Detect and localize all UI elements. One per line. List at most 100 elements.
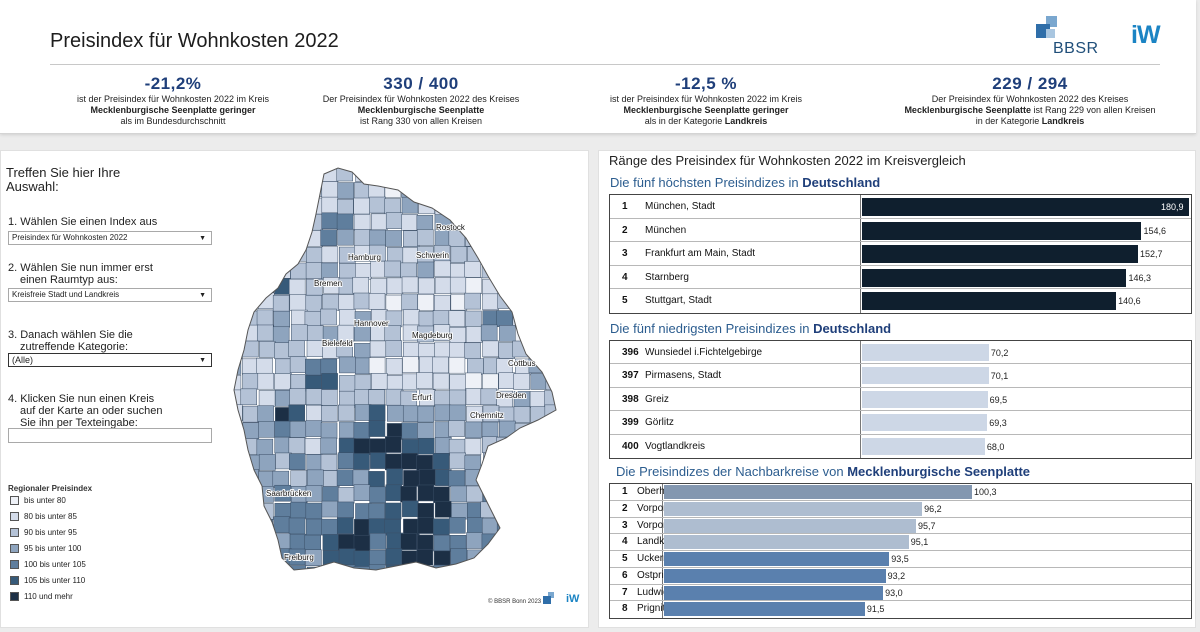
map-district[interactable]: [370, 166, 388, 182]
map-district[interactable]: [514, 294, 532, 312]
map-district[interactable]: [449, 183, 466, 200]
map-district[interactable]: [497, 244, 514, 262]
map-district[interactable]: [400, 485, 417, 503]
map-district[interactable]: [434, 181, 451, 199]
ranking-row[interactable]: 6Ostprignitz-Ruppin93,2: [610, 568, 1191, 585]
map-district[interactable]: [531, 342, 548, 359]
map-district[interactable]: [513, 260, 530, 278]
map-district[interactable]: [337, 501, 354, 519]
map-district[interactable]: [368, 389, 385, 406]
map-district[interactable]: [371, 373, 388, 390]
map-district[interactable]: [370, 452, 387, 469]
map-district[interactable]: [450, 548, 467, 565]
map-district[interactable]: [339, 390, 356, 408]
map-district[interactable]: [480, 324, 498, 342]
map-district[interactable]: [450, 293, 468, 311]
map-district[interactable]: [338, 294, 355, 311]
map-district[interactable]: [531, 548, 548, 566]
map-district[interactable]: [563, 199, 566, 215]
map-district[interactable]: [449, 452, 466, 470]
map-district[interactable]: [307, 469, 324, 487]
map-district[interactable]: [402, 405, 420, 423]
map-district[interactable]: [258, 341, 276, 358]
map-district[interactable]: [449, 342, 466, 359]
map-district[interactable]: [290, 180, 307, 198]
map-district[interactable]: [418, 311, 436, 328]
map-district[interactable]: [368, 420, 386, 437]
map-district[interactable]: [561, 295, 566, 311]
map-district[interactable]: [320, 308, 337, 326]
map-district[interactable]: [512, 197, 530, 215]
map-district[interactable]: [512, 230, 530, 248]
map-district[interactable]: [320, 358, 338, 376]
map-district[interactable]: [401, 293, 418, 311]
map-district[interactable]: [226, 374, 242, 392]
map-district[interactable]: [418, 469, 436, 486]
map-district[interactable]: [226, 310, 243, 328]
map-district[interactable]: [305, 485, 323, 502]
map-district[interactable]: [368, 471, 385, 488]
map-district[interactable]: [338, 548, 356, 565]
map-district[interactable]: [546, 438, 563, 455]
map-district[interactable]: [240, 292, 258, 310]
map-district[interactable]: [561, 246, 566, 262]
map-district[interactable]: [401, 422, 419, 439]
map-district[interactable]: [546, 262, 562, 280]
map-district[interactable]: [434, 260, 451, 278]
map-district[interactable]: [432, 453, 450, 470]
map-district[interactable]: [545, 373, 562, 390]
ranking-row[interactable]: 1 München, Stadt 180,9: [610, 195, 1191, 219]
map-district[interactable]: [274, 262, 291, 279]
map-district[interactable]: [354, 389, 371, 406]
map-district[interactable]: [257, 228, 274, 246]
map-district[interactable]: [321, 518, 338, 536]
map-district[interactable]: [545, 311, 562, 328]
ranking-row[interactable]: 2Vorpommern-Greifswald96,2: [610, 501, 1191, 518]
map-district[interactable]: [321, 389, 338, 406]
map-district[interactable]: [322, 294, 339, 311]
map-district[interactable]: [545, 517, 562, 534]
map-district[interactable]: [449, 517, 466, 534]
map-district[interactable]: [369, 564, 386, 581]
map-district[interactable]: [256, 198, 274, 215]
map-district[interactable]: [241, 278, 258, 296]
map-district[interactable]: [434, 404, 452, 422]
map-district[interactable]: [257, 503, 274, 520]
map-district[interactable]: [464, 292, 482, 310]
map-district[interactable]: [385, 453, 402, 471]
ranking-row[interactable]: 398 Greiz 69,5: [610, 388, 1191, 412]
map-district[interactable]: [562, 566, 566, 582]
map-district[interactable]: [242, 197, 260, 215]
map-district[interactable]: [226, 550, 241, 568]
map-district[interactable]: [226, 213, 243, 230]
map-district[interactable]: [226, 183, 242, 200]
map-district[interactable]: [496, 548, 514, 566]
map-district[interactable]: [528, 167, 545, 183]
map-district[interactable]: [402, 373, 419, 391]
map-district[interactable]: [288, 340, 305, 357]
map-district[interactable]: [339, 263, 356, 280]
map-district[interactable]: [432, 372, 450, 390]
map-district[interactable]: [256, 261, 274, 279]
map-district[interactable]: [513, 373, 530, 390]
map-district[interactable]: [385, 294, 403, 312]
map-district[interactable]: [338, 438, 356, 455]
map-district[interactable]: [275, 358, 292, 376]
map-district[interactable]: [256, 357, 273, 375]
map-district[interactable]: [274, 436, 291, 454]
map-district[interactable]: [547, 471, 563, 488]
map-district[interactable]: [242, 533, 259, 550]
map-district[interactable]: [290, 470, 308, 487]
map-district[interactable]: [226, 404, 243, 421]
map-district[interactable]: [321, 181, 339, 198]
map-district[interactable]: [465, 277, 483, 294]
map-district[interactable]: [497, 532, 515, 550]
map-district[interactable]: [449, 167, 467, 184]
map-district[interactable]: [482, 486, 500, 503]
map-district[interactable]: [418, 277, 435, 295]
map-district[interactable]: [481, 228, 498, 245]
map-district[interactable]: [496, 260, 514, 277]
map-district[interactable]: [227, 262, 244, 280]
map-district[interactable]: [562, 502, 566, 518]
